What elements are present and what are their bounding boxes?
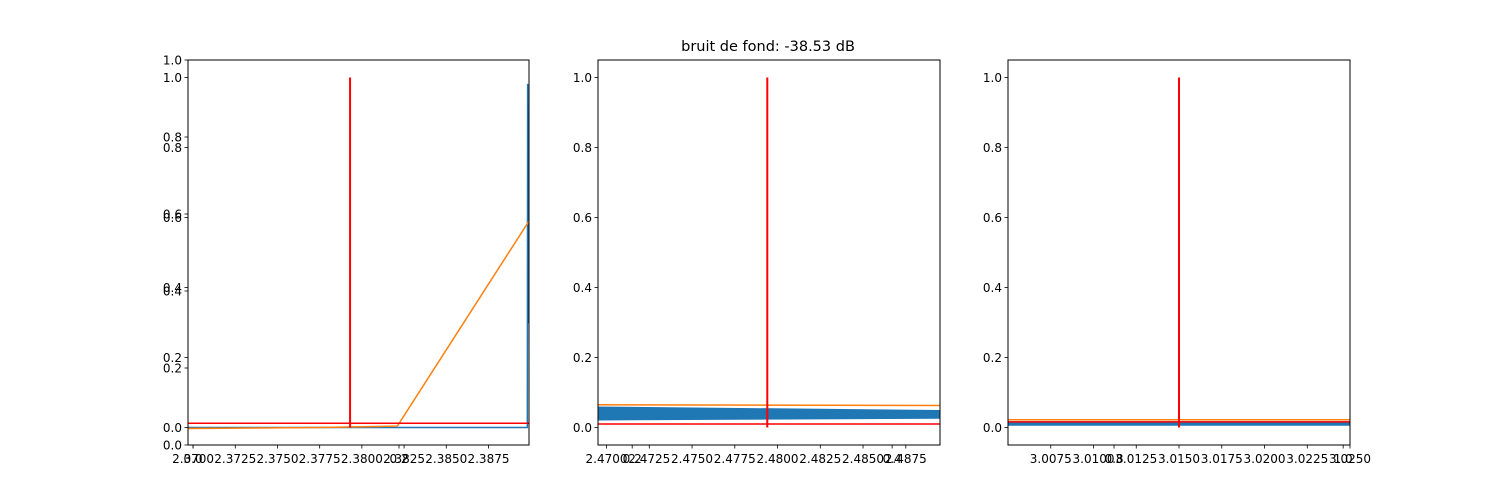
x-tick-label: 3.0075 [1030,452,1072,466]
y-tick-label: 0.2 [163,361,182,375]
subplot-3: 0.00.20.40.60.81.03.0075 3.0100 3.0125 3.01… [983,59,1371,466]
y-tick-label: 0.8 [983,141,1002,155]
y-tick-label: 0.2 [573,351,592,365]
x-tick-label: 2.4725 [628,452,670,466]
y-tick-label: 0.6 [163,211,182,225]
x-tick-label: 2.4850 [842,452,884,466]
plot-area [598,77,940,428]
x-tick-label: 3.0125 [1115,452,1157,466]
x-tick-label: 2.3700 [172,452,214,466]
overlay-x-tick-label: 0.4 [883,452,902,466]
x-tick-label: 2.3800 [341,452,383,466]
y-tick-label: 0.6 [163,207,182,221]
overlay-x-tick-label: 0.0 [184,452,203,466]
x-tick-label: 2.4750 [671,452,713,466]
y-tick-label: 0.0 [983,421,1002,435]
y-tick-label: 0.6 [983,211,1002,225]
y-tick-label: 0.6 [573,211,592,225]
y-tick-label: 1.0 [983,71,1002,85]
plots-group: 0.0 0.2 0.4 0.6 0.8 1.0 0.0 0.2 0.4 0.6 0.8 1.0 2.37… [163,53,1371,466]
x-tick-label: 2.3750 [256,452,298,466]
y-tick-label: 1.0 [163,71,182,85]
y-tick-label: 1.0 [163,53,182,67]
overlay-x-tick-label: 1.0 [1334,452,1353,466]
subplot-1: 0.00.20.40.60.81.00.00.20.40.60.81.02.37… [163,53,530,466]
x-tick-label: 3.0100 [1073,452,1115,466]
x-tick-label: 2.3725 [214,452,256,466]
y-tick-label: 0.4 [163,281,182,295]
overlay-x-tick-label: 0.8 [1104,452,1123,466]
series-line-orange [188,220,529,430]
plot-area [1008,77,1350,428]
y-tick-label: 0.0 [573,421,592,435]
y-tick-label: 0.0 [163,421,182,435]
x-tick-label: 3.0200 [1244,452,1286,466]
x-tick-label: 2.4875 [885,452,927,466]
x-tick-label: 2.3850 [425,452,467,466]
x-tick-label: 2.3875 [467,452,509,466]
y-tick-label: 0.4 [163,284,182,298]
y-tick-label: 0.8 [163,141,182,155]
y-tick-label: 0.2 [983,351,1002,365]
axes-frame [597,59,941,446]
y-tick-label: 0.4 [983,281,1002,295]
noise-band [598,406,940,421]
x-tick-label: 2.4700 [586,452,628,466]
y-tick-label: 0.0 [163,438,182,452]
y-tick-label: 0.8 [163,130,182,144]
series-line-orange [598,404,940,407]
chart-title: bruit de fond: -38.53 dB [681,39,855,55]
axes-frame [187,59,530,446]
y-tick-label: 0.8 [573,141,592,155]
subplot-2: 0.0 0.2 0.4 0.6 0.8 1.0 2.4700 2.4725 2.4750 2.47… [573,59,941,466]
x-tick-label: 3.0150 [1158,452,1200,466]
x-tick-label: 2.4775 [714,452,756,466]
x-tick-label: 2.3775 [299,452,341,466]
x-tick-label: 3.0250 [1329,452,1371,466]
x-tick-label: 2.3825 [383,452,425,466]
x-tick-label: 3.0175 [1201,452,1243,466]
y-tick-label: 0.4 [573,281,592,295]
overlay-x-tick-label: 0.2 [623,452,642,466]
y-tick-label: 0.2 [163,351,182,365]
x-tick-label: 2.4825 [799,452,841,466]
overlay-x-tick-label: 0.2 [389,452,408,466]
y-tick-label: 1.0 [573,71,592,85]
x-tick-label: 2.4800 [757,452,799,466]
x-tick-label: 3.0225 [1286,452,1328,466]
